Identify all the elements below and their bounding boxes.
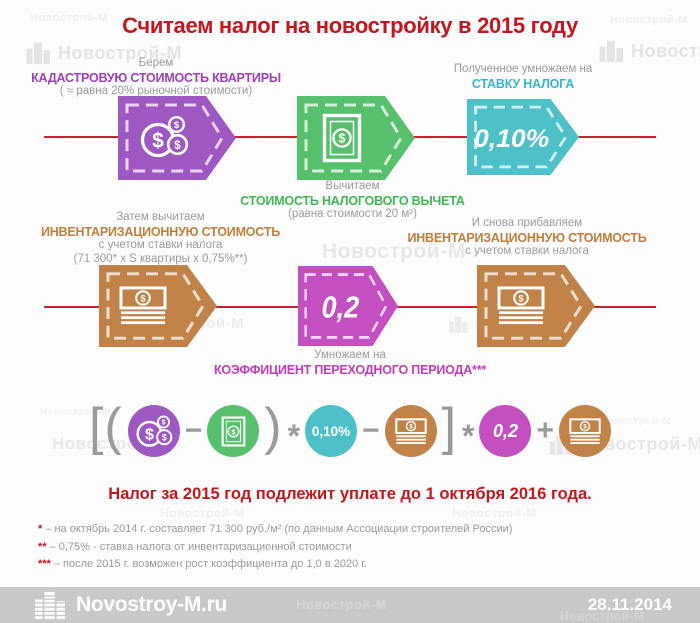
caption-name: КАДАСТРОВУЮ СТОИМОСТЬ КВАРТИРЫ: [31, 70, 281, 85]
caption-cadastral: Берем КАДАСТРОВУЮ СТОИМОСТЬ КВАРТИРЫ ( ≈…: [6, 57, 306, 99]
close-paren: ): [264, 398, 283, 456]
watermark: Новострой-М: [296, 597, 388, 612]
footnote-marker: *: [38, 523, 43, 535]
step-inventory-add-block: [477, 265, 595, 352]
coefficient-value: 0,2: [492, 420, 518, 441]
caption-note: ( ≈ равна 20% рыночной стоимости): [59, 85, 253, 98]
watermark: Новострой-М: [40, 407, 112, 418]
caption-deduction: Вычитаем СТОИМОСТЬ НАЛОГОВОГО ВЫЧЕТА (ра…: [205, 180, 500, 222]
tax-rate-circle: 0,10%: [305, 405, 358, 457]
inventory-circle: [384, 405, 437, 457]
coefficient-arrow: 0,2: [298, 266, 398, 346]
step-cadastral-block: [118, 96, 236, 185]
footer-bar: Новострой-М Новострой-М Novostroy-M.ru 2…: [0, 587, 700, 623]
deduction-circle: [207, 405, 260, 457]
plus-operator: +: [536, 414, 555, 447]
caption-intro: Вычитаем: [325, 180, 380, 192]
caption-intro: Затем вычитаем: [116, 211, 205, 223]
close-bracket: ]: [441, 398, 458, 456]
page-title: Считаем налог на новостройку в 2015 году: [122, 13, 578, 38]
tax-rate-value: 0,10%: [474, 124, 549, 153]
formula-row: [( − ) * 0,10% − ] * 0,2 +: [0, 399, 700, 463]
publish-date: 28.11.2014: [587, 595, 672, 614]
money-stack-icon: [394, 418, 427, 445]
banknote-icon: [322, 113, 362, 163]
banknote-icon: [221, 415, 246, 447]
caption-name: СТАВКУ НАЛОГА: [471, 76, 575, 91]
footnote-text: – на октябрь 2014 г. составляет 71 300 р…: [45, 523, 513, 535]
minus-operator: −: [362, 414, 380, 447]
caption-intro: И снова прибавляем: [471, 217, 583, 229]
footnote: *** – после 2015 г. возможен рост коэффиц…: [38, 556, 512, 574]
caption-name: ИНВЕНТАРИЗАЦИОННУЮ СТОИМОСТЬ: [407, 230, 647, 245]
deadline-text: Налог за 2015 год подлежит уплате до 1 о…: [108, 485, 592, 503]
watermark: Новострой-М: [160, 506, 245, 520]
step-coefficient-block: 0,2: [298, 266, 398, 351]
coins-icon: [136, 414, 173, 447]
tax-rate-value: 0,10%: [311, 423, 351, 439]
caption-inventory-add: И снова прибавляем ИНВЕНТАРИЗАЦИОННУЮ СТ…: [377, 217, 677, 259]
cadastral-circle: [127, 405, 180, 457]
caption-intro: Умножаем на: [314, 349, 386, 361]
open-brackets: [(: [88, 398, 123, 456]
watermark: Новострой-М: [30, 12, 108, 24]
footnote-text: – 0,75% - ставка налога от инвентаризаци…: [49, 540, 352, 553]
watermark: Новострой-М: [560, 609, 645, 623]
caption-note: с учетом ставки налога: [465, 245, 589, 258]
site-logo: Novostroy-M.ru: [34, 591, 227, 619]
caption-note: с учетом ставки налога: [98, 239, 223, 252]
caption-intro: Берем: [138, 57, 174, 69]
watermark: Новострой-М: [600, 416, 672, 427]
money-stack-icon: [569, 418, 601, 445]
footnotes: * – на октябрь 2014 г. составляет 71 300 …: [38, 521, 512, 574]
buildings-icon: [35, 591, 65, 619]
deduction-arrow: [297, 96, 415, 180]
caption-name: СТОИМОСТЬ НАЛОГОВОГО ВЫЧЕТА: [240, 193, 465, 208]
caption-formula: (71 300* х S квартиры х 0,75%**): [73, 252, 248, 265]
minus-operator: −: [184, 414, 203, 447]
caption-tax-rate: Полученное умножаем на СТАВКУ НАЛОГА: [373, 63, 673, 91]
caption-name: ИНВЕНТАРИЗАЦИОННУЮ СТОИМОСТЬ: [40, 224, 281, 239]
coefficient-circle: 0,2: [479, 405, 532, 457]
step-tax-rate-block: 0,10%: [467, 99, 579, 180]
watermark: Новострой-М: [598, 40, 700, 62]
footnote: ** – 0,75% - ставка налога от инвентариза…: [38, 539, 512, 557]
footnote-marker: **: [38, 540, 47, 553]
caption-note: (равна стоимости 20 м²): [288, 208, 417, 221]
coefficient-value: 0,2: [322, 291, 360, 325]
site-name: Novostroy-M.ru: [76, 593, 227, 616]
cadastral-arrow: [118, 96, 236, 180]
footnote: * – на октябрь 2014 г. составляет 71 300 …: [38, 521, 512, 539]
caption-inventory-subtract: Затем вычитаем ИНВЕНТАРИЗАЦИОННУЮ СТОИМО…: [8, 211, 313, 266]
tax-rate-arrow: 0,10%: [467, 99, 579, 175]
caption-name: КОЭФФИЦИЕНТ ПЕРЕХОДНОГО ПЕРИОДА***: [213, 362, 487, 377]
watermark: Новострой-М: [322, 240, 466, 263]
caption-coefficient: Умножаем на КОЭФФИЦИЕНТ ПЕРЕХОДНОГО ПЕРИ…: [200, 349, 500, 377]
footnote-marker: ***: [38, 558, 51, 570]
step-deduction-block: [297, 96, 415, 185]
inventory-circle: [559, 405, 612, 457]
footnote-text: – после 2015 г. возможен рост коэффициен…: [53, 558, 367, 570]
watermark: Новострой-М: [25, 42, 182, 64]
inventory-arrow: [99, 265, 217, 347]
inventory-arrow: [477, 265, 595, 347]
multiply-operator: *: [287, 418, 301, 454]
multiply-operator: *: [462, 418, 475, 454]
watermark: Новострой-М: [452, 506, 537, 520]
step-inventory-subtract-block: [99, 265, 217, 352]
caption-intro: Полученное умножаем на: [453, 63, 593, 75]
watermark: Новострой-М: [610, 14, 688, 26]
